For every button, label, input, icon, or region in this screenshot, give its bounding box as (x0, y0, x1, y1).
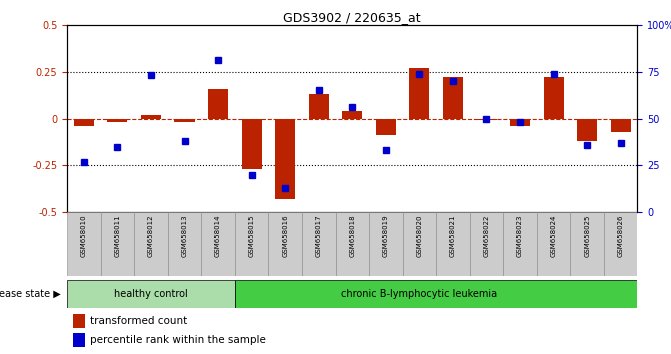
Bar (544, 77, 564, 119)
Text: GSM658014: GSM658014 (215, 214, 221, 257)
Bar (101, 212, 134, 276)
Text: chronic B-lymphocytic leukemia: chronic B-lymphocytic leukemia (342, 289, 497, 299)
Bar (409, 68, 429, 119)
Bar (342, 111, 362, 119)
Bar (510, 119, 530, 126)
Bar (403, 212, 436, 276)
Bar (73, 314, 85, 328)
Text: GSM658026: GSM658026 (618, 214, 623, 257)
Text: GSM658010: GSM658010 (81, 214, 87, 257)
Bar (74, 119, 94, 126)
Bar (235, 212, 268, 276)
Bar (67, 212, 101, 276)
Bar (369, 212, 403, 276)
Bar (73, 333, 85, 347)
Bar (436, 212, 470, 276)
Bar (174, 119, 195, 122)
Bar (67, 280, 235, 308)
Bar (611, 119, 631, 132)
Bar (134, 212, 168, 276)
Bar (537, 212, 570, 276)
Text: GSM658022: GSM658022 (484, 214, 489, 257)
Text: transformed count: transformed count (90, 316, 187, 326)
Text: GSM658020: GSM658020 (417, 214, 422, 257)
Bar (476, 119, 497, 120)
Text: healthy control: healthy control (114, 289, 188, 299)
Bar (201, 212, 235, 276)
Bar (235, 280, 637, 308)
Text: GSM658021: GSM658021 (450, 214, 456, 257)
Bar (302, 212, 336, 276)
Text: GSM658019: GSM658019 (383, 214, 389, 257)
Bar (168, 212, 201, 276)
Text: GSM658023: GSM658023 (517, 214, 523, 257)
Bar (570, 212, 604, 276)
Text: disease state ▶: disease state ▶ (0, 289, 60, 299)
Title: GDS3902 / 220635_at: GDS3902 / 220635_at (283, 11, 421, 24)
Bar (141, 115, 161, 119)
Text: GSM658013: GSM658013 (182, 214, 187, 257)
Bar (604, 212, 637, 276)
Bar (309, 94, 329, 119)
Bar (107, 119, 127, 122)
Text: GSM658012: GSM658012 (148, 214, 154, 257)
Bar (503, 212, 537, 276)
Text: GSM658018: GSM658018 (350, 214, 355, 257)
Text: GSM658025: GSM658025 (584, 214, 590, 257)
Bar (336, 212, 369, 276)
Bar (443, 77, 463, 119)
Bar (242, 119, 262, 169)
Bar (376, 119, 396, 136)
Text: percentile rank within the sample: percentile rank within the sample (90, 335, 266, 344)
Text: GSM658024: GSM658024 (551, 214, 556, 257)
Bar (268, 212, 302, 276)
Bar (577, 119, 597, 141)
Bar (470, 212, 503, 276)
Text: GSM658015: GSM658015 (249, 214, 254, 257)
Text: GSM658016: GSM658016 (282, 214, 288, 257)
Text: GSM658011: GSM658011 (115, 214, 120, 257)
Text: GSM658017: GSM658017 (316, 214, 321, 257)
Bar (275, 119, 295, 199)
Bar (208, 88, 228, 119)
